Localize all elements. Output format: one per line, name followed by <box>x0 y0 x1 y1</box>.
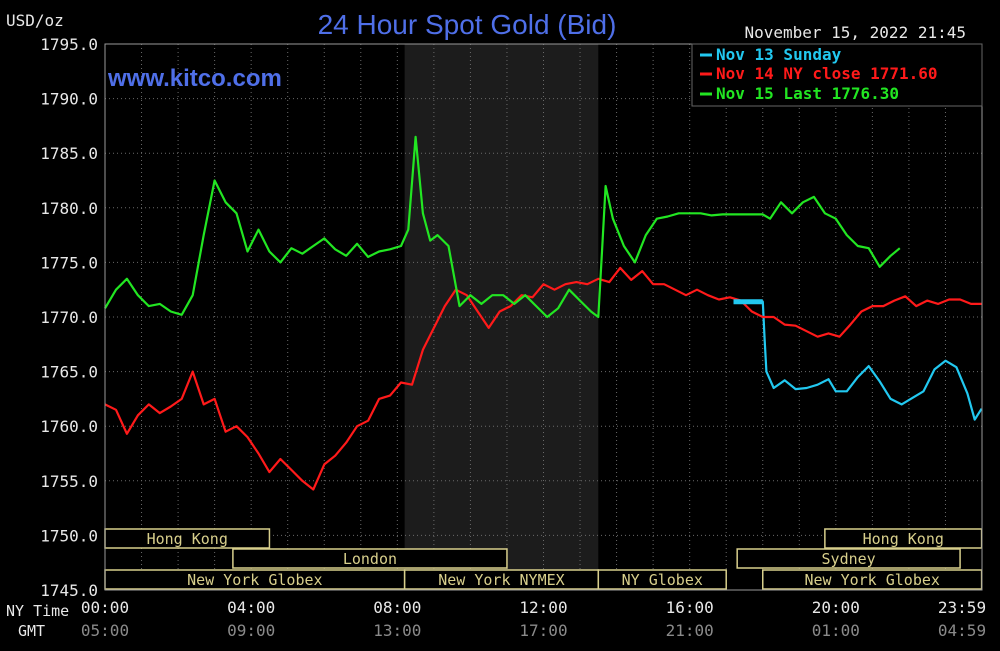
gmt-tick-label: 04:59 <box>938 621 986 640</box>
session-label: Hong Kong <box>147 530 228 548</box>
chart-timestamp: November 15, 2022 21:45 <box>744 23 966 42</box>
y-tick-label: 1795.0 <box>40 35 98 54</box>
y-tick-label: 1785.0 <box>40 144 98 163</box>
gmt-tick-label: 21:00 <box>666 621 714 640</box>
session-label: New York Globex <box>187 571 322 589</box>
ny-time-tick-label: 08:00 <box>373 598 421 617</box>
y-tick-label: 1755.0 <box>40 472 98 491</box>
legend-box <box>691 43 983 107</box>
plot-frame <box>104 43 983 591</box>
session-label: New York Globex <box>804 571 939 589</box>
site-watermark: www.kitco.com <box>107 65 282 92</box>
ny-time-tick-label: 00:00 <box>81 598 129 617</box>
y-tick-label: 1775.0 <box>40 253 98 272</box>
ny-time-tick-label: 20:00 <box>812 598 860 617</box>
chart-title: 24 Hour Spot Gold (Bid) <box>318 9 617 40</box>
ny-time-tick-label: 23:59 <box>938 598 986 617</box>
series-line-2 <box>104 135 901 319</box>
ny-time-tick-label: 12:00 <box>519 598 567 617</box>
session-bar <box>232 548 508 569</box>
y-tick-label: 1750.0 <box>40 526 98 545</box>
ny-time-row-label: NY Time <box>6 602 69 620</box>
ny-time-tick-label: 16:00 <box>666 598 714 617</box>
session-label: London <box>343 550 397 568</box>
gmt-tick-label: 17:00 <box>519 621 567 640</box>
gmt-tick-label: 09:00 <box>227 621 275 640</box>
ny-time-tick-label: 04:00 <box>227 598 275 617</box>
legend-entry-sunday: Nov 13 Sunday <box>716 45 842 64</box>
gmt-tick-label: 01:00 <box>812 621 860 640</box>
series-line-0 <box>733 300 983 421</box>
gmt-row-label: GMT <box>18 622 45 640</box>
gmt-tick-label: 13:00 <box>373 621 421 640</box>
session-bar <box>736 548 961 569</box>
session-label: Hong Kong <box>863 530 944 548</box>
legend: Nov 13 Sunday Nov 14 NY close 1771.60 No… <box>691 43 983 107</box>
series-line-1 <box>104 266 982 491</box>
y-tick-label: 1765.0 <box>40 363 98 382</box>
y-tick-label: 1770.0 <box>40 308 98 327</box>
session-label: NY Globex <box>622 571 703 589</box>
y-axis-unit: USD/oz <box>6 11 64 30</box>
session-label: New York NYMEX <box>438 571 564 589</box>
legend-entry-ny-close: Nov 14 NY close 1771.60 <box>716 64 938 83</box>
gmt-tick-label: 05:00 <box>81 621 129 640</box>
legend-entry-last: Nov 15 Last 1776.30 <box>716 84 899 103</box>
y-tick-label: 1760.0 <box>40 417 98 436</box>
y-tick-label: 1745.0 <box>40 581 98 600</box>
session-bar <box>597 569 727 590</box>
y-tick-label: 1790.0 <box>40 90 98 109</box>
session-label: Sydney <box>822 550 876 568</box>
y-tick-label: 1780.0 <box>40 199 98 218</box>
